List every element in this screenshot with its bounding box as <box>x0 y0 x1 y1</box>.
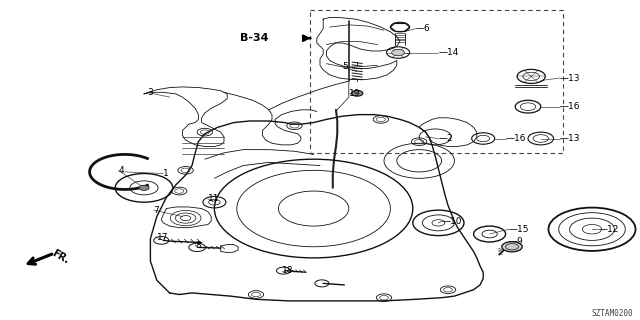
Text: 1: 1 <box>163 169 169 178</box>
Text: 19: 19 <box>349 89 360 99</box>
Text: 11: 11 <box>208 195 220 204</box>
Text: —10: —10 <box>442 217 462 226</box>
Bar <box>310 10 563 153</box>
Text: FR.: FR. <box>50 248 70 266</box>
Circle shape <box>351 91 363 96</box>
Text: B-34: B-34 <box>240 33 269 43</box>
Text: —9: —9 <box>509 237 524 246</box>
Text: —2: —2 <box>438 134 453 143</box>
Text: 18: 18 <box>282 266 293 275</box>
Text: 8: 8 <box>195 241 201 250</box>
Text: 7: 7 <box>154 206 159 215</box>
Circle shape <box>502 242 522 252</box>
Text: —13: —13 <box>560 134 580 143</box>
Text: 5: 5 <box>342 62 348 71</box>
Text: —13: —13 <box>560 74 580 83</box>
Text: —14: —14 <box>438 48 459 57</box>
Circle shape <box>392 49 404 56</box>
Text: SZTAM0200: SZTAM0200 <box>592 309 634 318</box>
Text: 4: 4 <box>118 166 124 175</box>
Text: —16: —16 <box>506 134 526 143</box>
Text: —12: —12 <box>598 225 619 234</box>
Text: 3: 3 <box>147 88 153 97</box>
Text: 17: 17 <box>157 233 168 242</box>
Circle shape <box>139 185 149 190</box>
Text: —6: —6 <box>416 24 431 33</box>
Text: —16: —16 <box>560 102 580 111</box>
Text: —15: —15 <box>509 225 529 234</box>
